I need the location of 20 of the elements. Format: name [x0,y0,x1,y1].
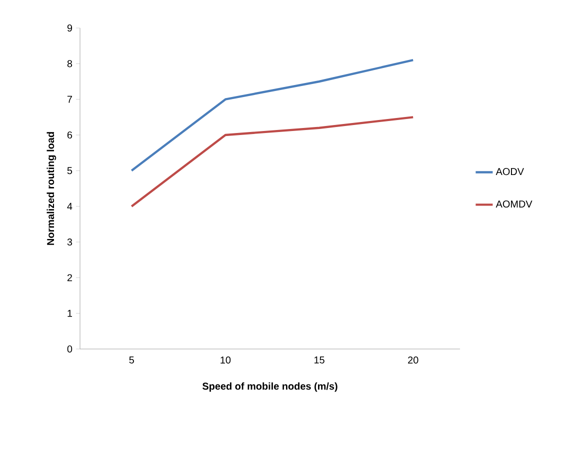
y-tick-label: 4 [67,202,72,210]
y-axis-title: Normalized routing load [46,132,56,245]
y-tick-label: 1 [68,310,72,317]
legend-label: AOMDV [496,200,532,208]
x-tick-label: 5 [129,356,134,364]
legend-label: AODV [496,168,524,176]
y-tick-label: 6 [67,131,72,139]
y-tick-label: 2 [67,274,72,282]
y-tick-label: 0 [67,345,72,353]
line-series [130,116,414,208]
x-tick-label: 10 [220,356,231,364]
y-tick-label: 7 [67,96,72,103]
x-tick-label: 15 [314,356,324,364]
y-tick-label: 5 [67,167,72,174]
y-tick-label: 8 [67,60,72,68]
x-tick-label: 20 [408,356,418,364]
y-tick-label: 3 [67,238,72,246]
x-axis-title: Speed of mobile nodes (m/s) [202,382,338,392]
line-series [130,59,414,172]
y-tick-label: 9 [67,24,72,32]
